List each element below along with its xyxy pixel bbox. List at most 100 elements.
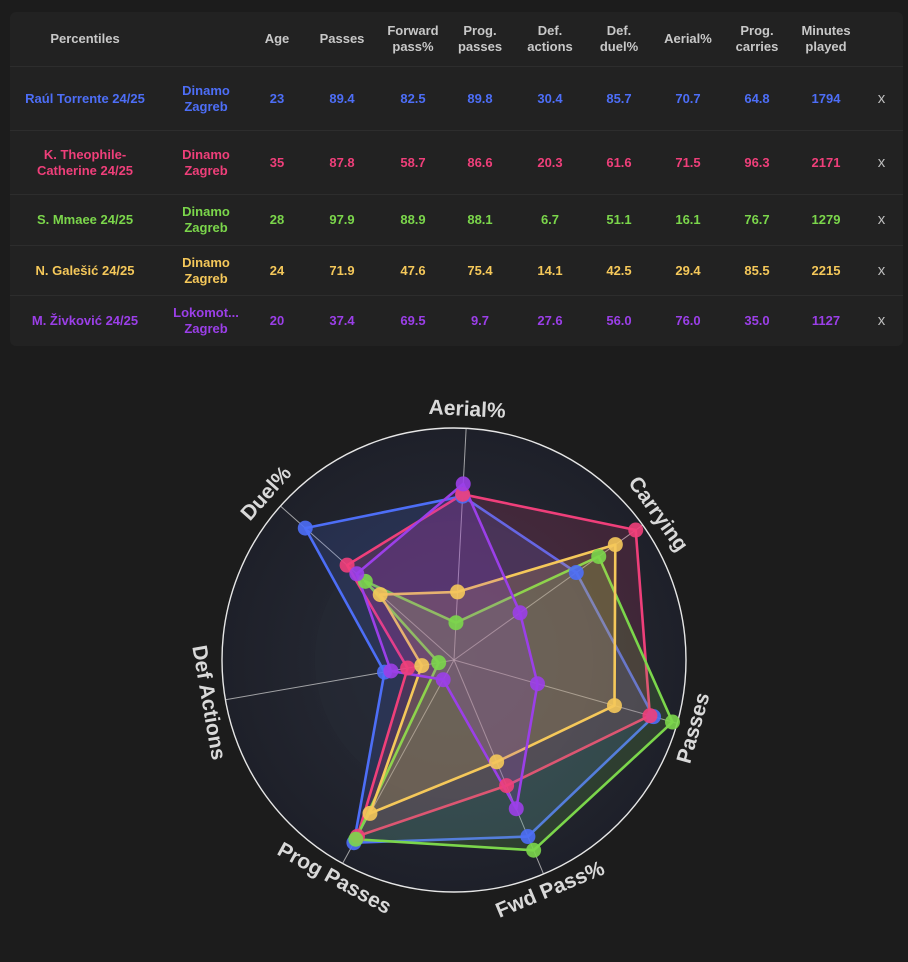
cell-aerial: 70.7 xyxy=(654,66,722,131)
cell-forward-pass: 69.5 xyxy=(382,295,444,347)
table-row: K. Theophile-Catherine 24/25 Dinamo Zagre… xyxy=(10,130,903,195)
data-point[interactable] xyxy=(339,557,355,573)
cell-prog-passes: 75.4 xyxy=(444,245,516,296)
remove-player-button[interactable]: x xyxy=(860,66,903,131)
data-point[interactable] xyxy=(664,714,680,730)
data-point[interactable] xyxy=(455,476,471,492)
header-aerial: Aerial% xyxy=(664,31,712,46)
data-point[interactable] xyxy=(372,587,388,603)
player-name[interactable]: K. Theophile-Catherine 24/25 xyxy=(10,130,160,195)
player-name[interactable]: N. Galešić 24/25 xyxy=(10,245,160,296)
data-point[interactable] xyxy=(529,676,545,692)
player-name[interactable]: Raúl Torrente 24/25 xyxy=(10,66,160,131)
cell-age: 35 xyxy=(252,130,302,195)
header-def-duel: Def. duel% xyxy=(599,23,639,54)
data-point[interactable] xyxy=(568,565,584,581)
data-point[interactable] xyxy=(400,660,416,676)
data-point[interactable] xyxy=(606,698,622,714)
table-row: M. Živković 24/25 Lokomot... Zagreb 20 37.4… xyxy=(10,295,903,347)
cell-minutes-played: 2171 xyxy=(792,130,860,195)
cell-minutes-played: 2215 xyxy=(792,245,860,296)
data-point[interactable] xyxy=(642,708,658,724)
comparison-table-panel: Percentiles Age Passes Forward pass% Prog. p… xyxy=(10,12,903,347)
cell-passes: 37.4 xyxy=(302,295,382,347)
axis-label: Aerial% xyxy=(428,396,506,423)
cell-age: 23 xyxy=(252,66,302,131)
cell-prog-carries: 96.3 xyxy=(722,130,792,195)
cell-prog-carries: 85.5 xyxy=(722,245,792,296)
cell-def-actions: 27.6 xyxy=(516,295,584,347)
cell-aerial: 71.5 xyxy=(654,130,722,195)
header-def-actions: Def. actions xyxy=(527,23,573,54)
data-point[interactable] xyxy=(414,658,430,674)
cell-def-duel: 61.6 xyxy=(584,130,654,195)
cell-def-duel: 56.0 xyxy=(584,295,654,347)
header-minutes-played: Minutes played xyxy=(801,23,851,54)
data-point[interactable] xyxy=(526,842,542,858)
header-percentiles: Percentiles xyxy=(50,31,120,46)
data-point[interactable] xyxy=(297,520,313,536)
header-passes: Passes xyxy=(319,31,365,46)
data-point[interactable] xyxy=(508,801,524,817)
player-name[interactable]: S. Mmaee 24/25 xyxy=(10,194,160,246)
cell-def-actions: 6.7 xyxy=(516,194,584,246)
cell-prog-carries: 76.7 xyxy=(722,194,792,246)
cell-passes: 89.4 xyxy=(302,66,382,131)
data-point[interactable] xyxy=(628,522,644,538)
cell-forward-pass: 88.9 xyxy=(382,194,444,246)
cell-age: 20 xyxy=(252,295,302,347)
cell-aerial: 29.4 xyxy=(654,245,722,296)
data-point[interactable] xyxy=(383,663,399,679)
data-point[interactable] xyxy=(362,805,378,821)
player-name[interactable]: M. Živković 24/25 xyxy=(10,295,160,347)
cell-minutes-played: 1127 xyxy=(792,295,860,347)
table-header-row: Percentiles Age Passes Forward pass% Prog. p… xyxy=(10,12,903,67)
table-row: S. Mmaee 24/25 Dinamo Zagreb 28 97.9 88.9 88.… xyxy=(10,194,903,246)
data-point[interactable] xyxy=(450,584,466,600)
cell-prog-carries: 35.0 xyxy=(722,295,792,347)
team-name: Dinamo Zagreb xyxy=(160,130,252,195)
data-point[interactable] xyxy=(489,754,505,770)
table-row: Raúl Torrente 24/25 Dinamo Zagreb 23 89.4 82… xyxy=(10,66,903,131)
cell-def-actions: 30.4 xyxy=(516,66,584,131)
data-point[interactable] xyxy=(607,537,623,553)
cell-forward-pass: 82.5 xyxy=(382,66,444,131)
header-forward-pass: Forward pass% xyxy=(387,23,439,54)
data-point[interactable] xyxy=(431,655,447,671)
remove-player-button[interactable]: x xyxy=(860,194,903,246)
cell-minutes-played: 1279 xyxy=(792,194,860,246)
header-prog-carries: Prog. carries xyxy=(735,23,779,54)
series-area xyxy=(345,492,652,838)
cell-def-duel: 42.5 xyxy=(584,245,654,296)
cell-passes: 71.9 xyxy=(302,245,382,296)
data-point[interactable] xyxy=(348,831,364,847)
header-team xyxy=(160,12,252,67)
data-point[interactable] xyxy=(520,829,536,845)
header-prog-passes: Prog. passes xyxy=(457,23,503,54)
cell-def-actions: 20.3 xyxy=(516,130,584,195)
cell-prog-carries: 64.8 xyxy=(722,66,792,131)
team-name: Dinamo Zagreb xyxy=(160,66,252,131)
header-age: Age xyxy=(264,31,290,46)
team-name: Dinamo Zagreb xyxy=(160,194,252,246)
data-point[interactable] xyxy=(512,605,528,621)
data-point[interactable] xyxy=(435,672,451,688)
cell-passes: 97.9 xyxy=(302,194,382,246)
cell-age: 28 xyxy=(252,194,302,246)
cell-def-duel: 51.1 xyxy=(584,194,654,246)
comparison-table: Percentiles Age Passes Forward pass% Prog. p… xyxy=(10,12,903,347)
table-row: N. Galešić 24/25 Dinamo Zagreb 24 71.9 47.6 7… xyxy=(10,245,903,296)
remove-player-button[interactable]: x xyxy=(860,295,903,347)
axis-line xyxy=(453,659,678,724)
data-point[interactable] xyxy=(349,566,365,582)
remove-player-button[interactable]: x xyxy=(860,245,903,296)
data-point[interactable] xyxy=(499,778,515,794)
cell-aerial: 16.1 xyxy=(654,194,722,246)
remove-player-button[interactable]: x xyxy=(860,130,903,195)
cell-aerial: 76.0 xyxy=(654,295,722,347)
data-point[interactable] xyxy=(448,615,464,631)
series-area xyxy=(355,482,539,811)
cell-minutes-played: 1794 xyxy=(792,66,860,131)
data-point[interactable] xyxy=(591,548,607,564)
